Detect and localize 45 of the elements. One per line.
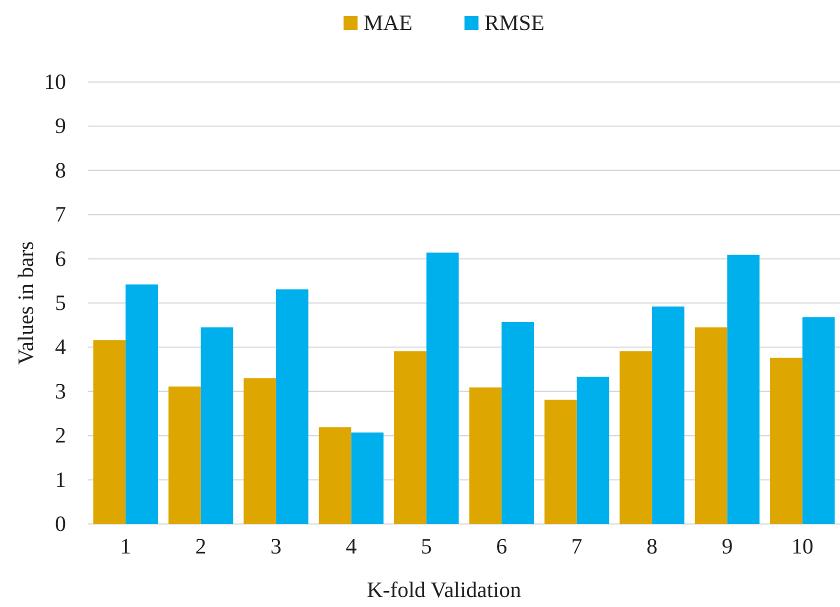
x-tick-label: 4 — [346, 534, 357, 559]
bar — [93, 340, 126, 524]
y-tick-label: 0 — [55, 511, 66, 536]
y-tick-label: 10 — [44, 69, 66, 94]
y-tick-label: 2 — [55, 422, 66, 448]
bar — [200, 327, 234, 524]
y-tick-label: 1 — [55, 466, 66, 492]
bar — [802, 317, 835, 524]
bar — [469, 387, 502, 524]
x-tick-label: 1 — [120, 534, 132, 559]
legend-label: MAE — [364, 10, 412, 35]
legend-label: RMSE — [484, 10, 544, 35]
bar — [276, 289, 308, 524]
y-tick-label: 9 — [55, 113, 66, 138]
bar — [168, 386, 201, 524]
bar — [652, 306, 684, 524]
y-tick-label: 6 — [55, 246, 66, 271]
x-axis-title: K-fold Validation — [366, 577, 522, 602]
bar — [126, 284, 158, 524]
bar — [318, 427, 352, 524]
x-tick-label: 5 — [420, 534, 432, 559]
y-tick-label: 8 — [55, 157, 66, 182]
x-tick-label: 10 — [791, 534, 814, 559]
y-tick-label: 4 — [55, 334, 66, 360]
x-tick-label: 3 — [270, 534, 282, 559]
bar — [426, 252, 459, 524]
bar — [576, 376, 610, 524]
y-tick-label: 3 — [55, 378, 66, 404]
y-axis-title: Values in bars — [13, 241, 38, 365]
bar — [770, 358, 802, 524]
bar — [394, 351, 426, 524]
y-tick-label: 7 — [55, 202, 66, 227]
bar — [727, 254, 760, 524]
x-tick-label: 2 — [195, 534, 206, 559]
x-tick-label: 6 — [496, 534, 508, 559]
bar — [351, 432, 384, 524]
x-tick-label: 7 — [571, 534, 582, 559]
bar — [544, 400, 577, 524]
bar — [244, 378, 276, 524]
bar — [620, 351, 652, 524]
bar — [694, 327, 728, 524]
bar — [502, 322, 534, 524]
x-tick-label: 9 — [722, 534, 733, 559]
x-tick-label: 8 — [646, 534, 658, 559]
y-tick-label: 5 — [55, 290, 66, 316]
